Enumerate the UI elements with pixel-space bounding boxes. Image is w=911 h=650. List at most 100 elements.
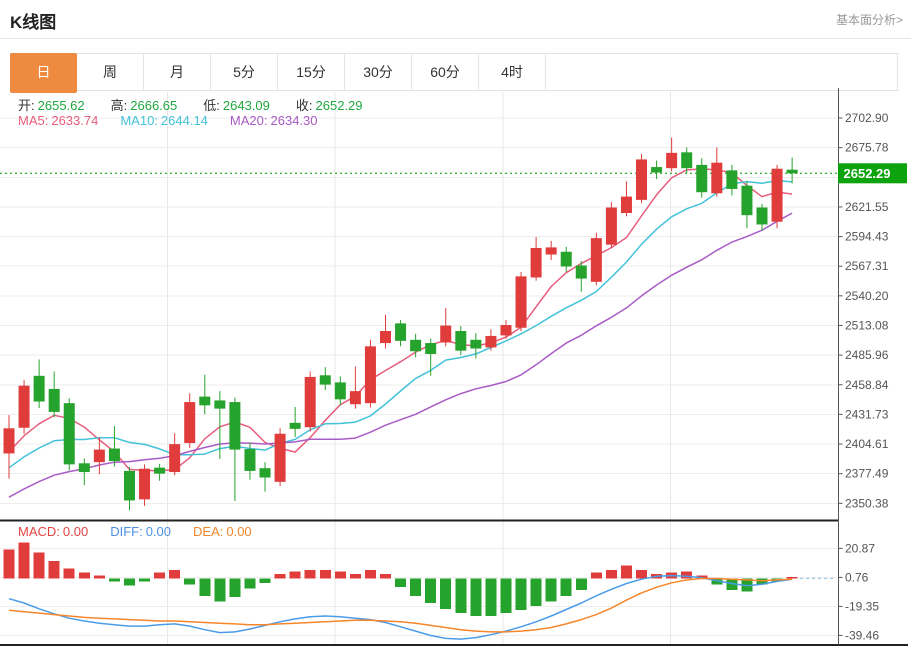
macd-bar-5 <box>78 572 90 579</box>
candle-30 <box>455 331 467 351</box>
candle-29 <box>440 325 452 343</box>
macd-bar-20 <box>304 569 316 579</box>
macd-bar-19 <box>289 571 301 579</box>
candle-38 <box>575 265 587 279</box>
macd-bar-22 <box>334 571 346 579</box>
macd-row-item-0: MACD: 0.00 <box>18 524 89 539</box>
ma-line-ma10 <box>8 179 793 469</box>
candle-40 <box>605 207 617 245</box>
candle-46 <box>696 164 708 193</box>
macd-bar-0 <box>3 549 15 579</box>
candle-9 <box>139 468 151 500</box>
candle-50 <box>756 207 768 225</box>
candle-28 <box>425 343 437 354</box>
axis-label: 2567.31 <box>845 259 889 273</box>
macd-row-item-2: DEA: 0.00 <box>193 524 252 539</box>
macd-bar-32 <box>485 578 497 616</box>
macd-row-item-1: DIFF: 0.00 <box>110 524 172 539</box>
macd-bar-41 <box>620 565 632 579</box>
candle-27 <box>410 339 422 352</box>
ma-line-ma5 <box>8 168 793 472</box>
macd-bar-6 <box>93 575 105 579</box>
candle-18 <box>274 433 286 482</box>
candle-3 <box>48 388 60 412</box>
candle-13 <box>199 396 211 406</box>
axis-label: 2404.61 <box>845 437 889 451</box>
macd-diff-line <box>8 574 793 640</box>
candle-25 <box>380 331 391 344</box>
candle-34 <box>515 276 527 328</box>
macd-bar-30 <box>455 578 467 614</box>
axis-label: 2540.20 <box>845 289 889 303</box>
fundamental-analysis-link[interactable]: 基本面分析> <box>835 13 903 27</box>
axis-label: 2350.38 <box>845 496 889 510</box>
candle-5 <box>78 463 90 473</box>
macd-bar-11 <box>169 569 181 579</box>
axis-label: 2377.49 <box>845 467 889 481</box>
candle-37 <box>560 251 572 267</box>
candle-32 <box>485 335 497 348</box>
candle-1 <box>18 385 30 428</box>
ohlc-info-row: 开: 2655.62 高: 2666.65 低: 2643.09 收: 2652.29 <box>18 95 363 114</box>
candle-42 <box>636 159 648 200</box>
macd-bar-16 <box>244 578 256 589</box>
candle-43 <box>651 167 663 173</box>
tab-interval-6[interactable]: 60分 <box>412 54 479 90</box>
macd-bar-15 <box>229 578 241 598</box>
axis-label: 2594.43 <box>845 230 889 244</box>
candle-52 <box>786 169 798 174</box>
grid-layer <box>0 92 838 645</box>
tab-interval-4[interactable]: 15分 <box>278 54 345 90</box>
macd-bar-37 <box>560 578 572 596</box>
macd-bar-24 <box>364 569 376 579</box>
candle-45 <box>681 152 693 169</box>
axis-label: 2702.90 <box>845 111 889 125</box>
macd-bar-38 <box>575 578 587 591</box>
candle-49 <box>741 185 753 216</box>
ma-row-item-0: MA5: 2633.74 <box>18 113 99 128</box>
interval-tabbar: 日周月 5分 15分 30分 60分 4时 <box>10 53 898 93</box>
candle-8 <box>123 470 135 501</box>
candle-17 <box>259 468 271 478</box>
page-title: K线图 <box>10 13 57 32</box>
tab-interval-0[interactable]: 日 <box>10 53 77 93</box>
macd-bar-42 <box>636 569 648 579</box>
macd-bar-2 <box>33 552 45 579</box>
candle-19 <box>289 422 301 429</box>
candle-12 <box>184 402 196 444</box>
candle-16 <box>244 449 256 471</box>
macd-bar-12 <box>184 578 196 585</box>
tab-interval-1[interactable]: 周 <box>77 54 144 90</box>
candle-23 <box>349 391 361 405</box>
macd-bar-33 <box>500 578 512 614</box>
candle-41 <box>620 196 632 213</box>
tab-interval-5[interactable]: 30分 <box>345 54 412 90</box>
macd-bar-28 <box>425 578 437 604</box>
last-price-badge-text: 2652.29 <box>844 166 891 181</box>
candle-24 <box>364 346 376 404</box>
macd-bar-31 <box>470 578 482 616</box>
ohlc-row-item-2: 低: 2643.09 <box>203 98 270 113</box>
candle-15 <box>229 402 241 450</box>
axis-labels-layer: 2702.90 2675.78 2621.55 2594.43 2567.31 2540.… <box>838 111 889 642</box>
macd-bar-8 <box>123 578 135 586</box>
candle-39 <box>590 238 602 282</box>
candle-14 <box>214 400 226 409</box>
macd-bar-45 <box>681 571 693 579</box>
axis-label: 2513.08 <box>845 318 889 332</box>
ma-line-ma20 <box>8 212 793 498</box>
tab-interval-3[interactable]: 5分 <box>211 54 278 90</box>
macd-bar-48 <box>726 578 738 591</box>
candle-4 <box>63 403 75 465</box>
axis-label: 2458.84 <box>845 378 889 392</box>
axis-label: 2485.96 <box>845 348 889 362</box>
macd-dea-line <box>8 577 793 633</box>
tab-interval-7[interactable]: 4时 <box>479 54 546 90</box>
ohlc-row-item-3: 收: 2652.29 <box>295 98 363 113</box>
candle-7 <box>108 448 120 462</box>
macd-bar-3 <box>48 561 60 579</box>
tab-interval-2[interactable]: 月 <box>144 54 211 90</box>
candle-36 <box>545 247 557 255</box>
ma-row-item-1: MA10: 2644.14 <box>120 113 208 128</box>
